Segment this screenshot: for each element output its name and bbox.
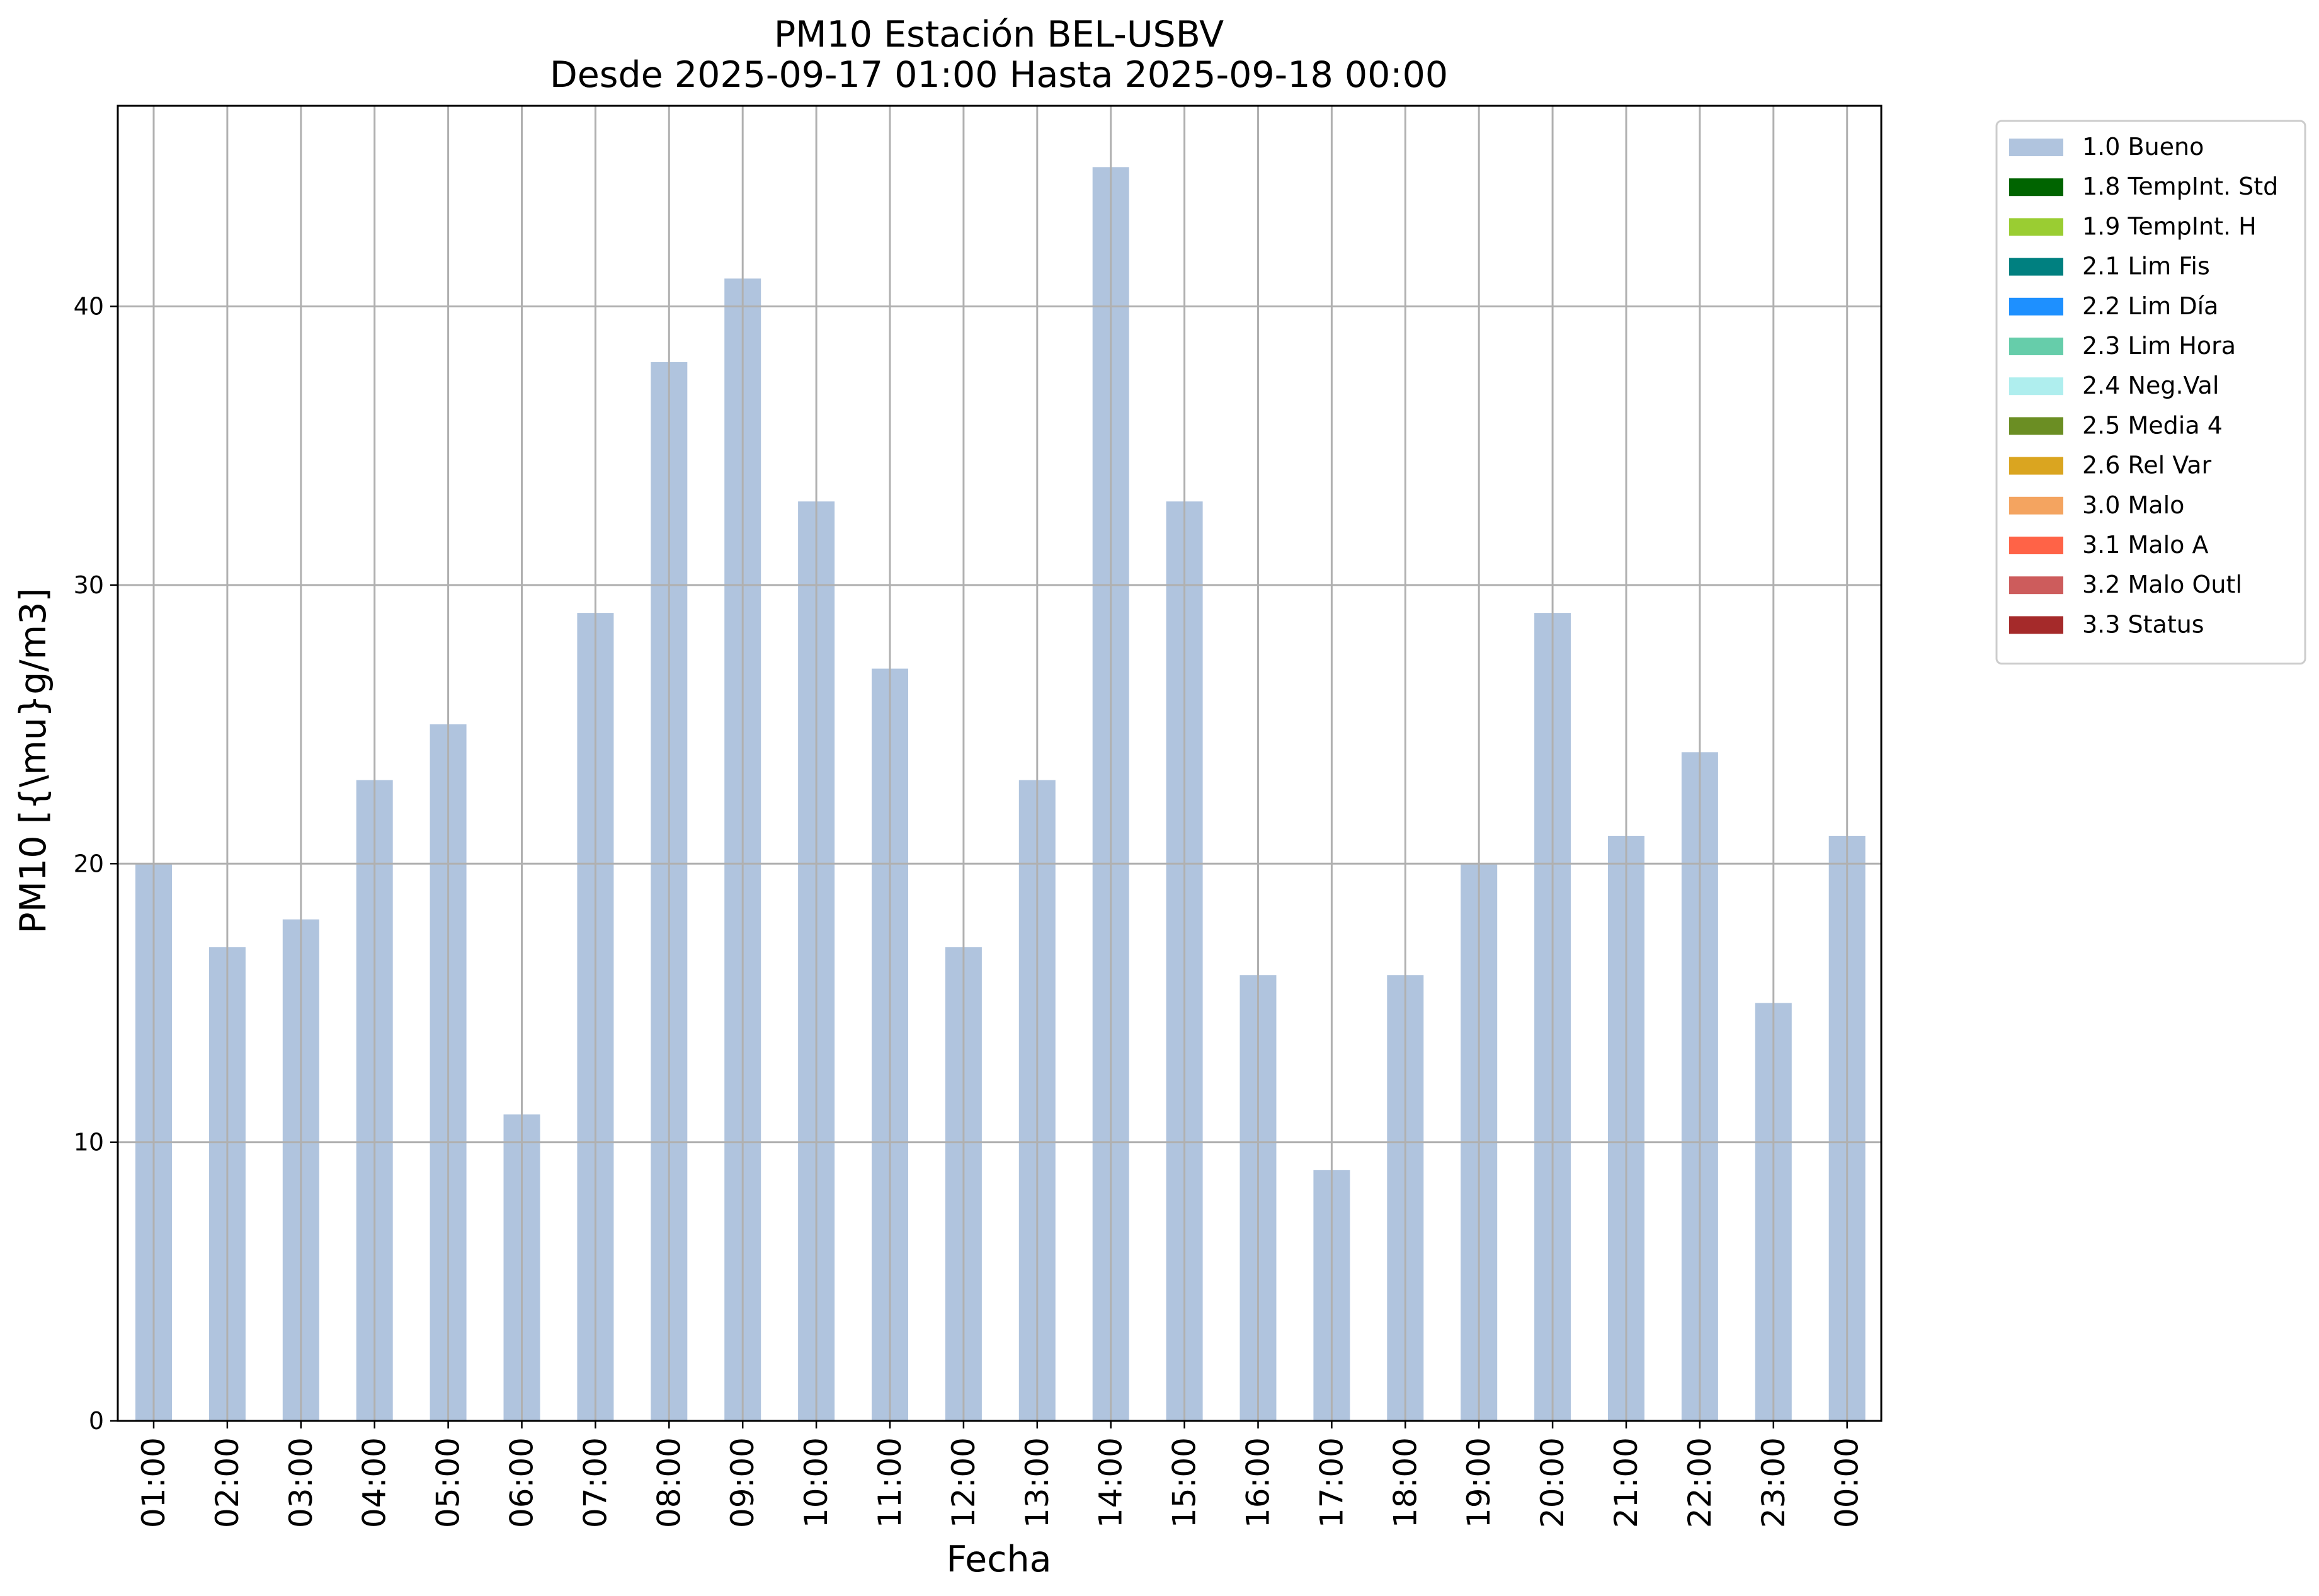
legend-label: 3.2 Malo Outl [2082,571,2242,598]
x-tick-label: 20:00 [1534,1437,1571,1528]
legend-label: 2.1 Lim Fis [2082,253,2210,280]
legend-label: 2.6 Rel Var [2082,452,2212,479]
x-tick-label: 01:00 [135,1437,172,1528]
legend-swatch [2009,457,2063,475]
x-tick-label: 16:00 [1240,1437,1277,1528]
x-tick-label: 22:00 [1682,1437,1718,1528]
legend-label: 2.5 Media 4 [2082,411,2223,439]
legend-swatch [2009,258,2063,276]
x-tick-label: 17:00 [1313,1437,1350,1528]
legend-label: 3.3 Status [2082,610,2204,638]
x-tick-label: 14:00 [1093,1437,1129,1528]
y-axis-label: PM10 [{\mu}g/m3] [13,588,54,933]
legend-swatch [2009,537,2063,554]
legend-swatch [2009,178,2063,197]
legend-label: 1.0 Bueno [2082,133,2204,161]
x-tick-label: 05:00 [430,1437,467,1528]
legend-swatch [2009,218,2063,236]
x-tick-label: 00:00 [1829,1437,1866,1528]
legend-label: 1.8 TempInt. Std [2082,173,2278,200]
x-tick-label: 08:00 [651,1437,687,1528]
y-tick-label: 20 [74,850,104,877]
legend-label: 3.1 Malo A [2082,531,2208,559]
x-tick-label: 11:00 [872,1437,908,1528]
x-tick-label: 18:00 [1387,1437,1423,1528]
y-tick-label: 30 [74,571,104,599]
x-tick-label: 09:00 [724,1437,761,1528]
chart-title: PM10 Estación BEL-USBV [774,14,1224,55]
x-tick-label: 15:00 [1166,1437,1203,1528]
legend-swatch [2009,576,2063,595]
x-tick-label: 21:00 [1608,1437,1644,1528]
y-tick-label: 0 [89,1407,104,1435]
x-tick-label: 03:00 [283,1437,319,1528]
chart-subtitle: Desde 2025-09-17 01:00 Hasta 2025-09-18 … [550,54,1448,96]
legend-swatch [2009,417,2063,435]
legend-label: 2.2 Lim Día [2082,292,2218,320]
x-tick-label: 02:00 [209,1437,246,1528]
plot-frame [117,105,1883,1422]
legend-swatch [2009,496,2063,515]
x-tick-label: 04:00 [356,1437,393,1528]
legend-swatch [2009,338,2063,355]
legend-swatch [2009,139,2063,156]
legend-swatch [2009,297,2063,316]
y-tick-label: 40 [74,293,104,321]
x-tick-label: 10:00 [798,1437,835,1528]
legend-box [1995,120,2306,665]
x-tick-label: 19:00 [1461,1437,1497,1528]
x-tick-label: 23:00 [1755,1437,1792,1528]
x-tick-label: 13:00 [1019,1437,1056,1528]
x-tick-label: 12:00 [945,1437,982,1528]
x-axis-label: Fecha [946,1539,1051,1580]
legend-label: 2.4 Neg.Val [2082,372,2219,399]
legend-label: 1.9 TempInt. H [2082,212,2257,240]
x-tick-label: 07:00 [577,1437,613,1528]
x-tick-label: 06:00 [504,1437,540,1528]
legend-swatch [2009,616,2063,634]
legend-label: 2.3 Lim Hora [2082,332,2236,360]
legend-label: 3.0 Malo [2082,491,2184,519]
y-tick-label: 10 [74,1129,104,1156]
legend-swatch [2009,377,2063,396]
